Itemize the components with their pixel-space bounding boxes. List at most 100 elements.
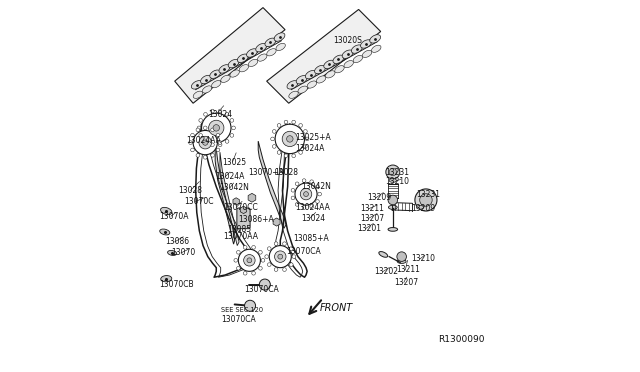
Circle shape [310,205,314,208]
Ellipse shape [191,81,202,89]
Circle shape [244,254,255,266]
Text: 13209: 13209 [367,193,391,202]
Circle shape [284,120,288,124]
Circle shape [389,169,397,176]
Circle shape [211,128,214,132]
Circle shape [292,120,296,124]
Ellipse shape [257,54,267,61]
Ellipse shape [221,75,230,83]
Ellipse shape [274,33,285,41]
Circle shape [277,124,281,127]
Ellipse shape [210,70,221,78]
Ellipse shape [397,259,406,263]
Polygon shape [273,218,280,226]
Circle shape [191,134,195,137]
Circle shape [291,189,295,192]
Ellipse shape [289,91,298,98]
Circle shape [209,120,224,135]
Circle shape [259,279,270,290]
Ellipse shape [379,251,388,257]
Text: SEE SEC.120: SEE SEC.120 [221,307,264,313]
Circle shape [316,185,319,189]
Circle shape [204,126,207,130]
Circle shape [397,252,406,262]
Text: 13209: 13209 [412,204,435,213]
Ellipse shape [417,205,424,209]
Ellipse shape [256,44,266,52]
Ellipse shape [333,55,344,64]
Circle shape [283,268,286,272]
Circle shape [289,263,293,266]
Circle shape [232,126,236,130]
Text: 13202: 13202 [374,267,399,276]
Circle shape [204,112,207,116]
Ellipse shape [353,55,363,62]
Ellipse shape [307,81,317,88]
Ellipse shape [360,40,371,48]
Text: 13028: 13028 [179,186,202,195]
Text: 13070CA: 13070CA [221,315,256,324]
Ellipse shape [344,61,353,68]
Text: 13070CA: 13070CA [244,285,279,294]
Circle shape [211,154,214,157]
Circle shape [191,148,195,152]
Circle shape [199,134,202,137]
Circle shape [271,137,275,141]
Ellipse shape [239,65,248,72]
Text: 13201: 13201 [358,224,381,233]
Circle shape [274,242,278,246]
Circle shape [204,140,207,143]
Polygon shape [215,140,235,244]
Polygon shape [240,206,246,214]
Circle shape [259,250,262,254]
Polygon shape [267,9,381,103]
Text: 13024AA: 13024AA [295,203,330,212]
Text: 13024: 13024 [208,110,232,119]
Circle shape [282,131,298,147]
Ellipse shape [351,45,362,53]
Text: 13024A: 13024A [295,144,324,153]
Polygon shape [175,7,285,103]
Text: 13085: 13085 [227,225,252,234]
Ellipse shape [389,179,397,182]
Text: 13024AA: 13024AA [186,135,221,144]
Circle shape [196,128,200,132]
Circle shape [318,192,321,196]
Ellipse shape [388,228,397,231]
Ellipse shape [335,65,344,73]
Ellipse shape [342,50,353,58]
Circle shape [292,154,296,158]
Text: 13070CB: 13070CB [159,280,193,289]
Ellipse shape [228,60,239,68]
Circle shape [388,195,397,205]
Text: 13070C: 13070C [184,197,214,206]
Circle shape [415,189,437,211]
Circle shape [252,246,255,249]
Circle shape [273,129,276,133]
Circle shape [204,155,207,159]
Circle shape [283,242,286,246]
Circle shape [237,266,240,270]
Circle shape [243,272,247,275]
Polygon shape [248,193,256,202]
Polygon shape [220,152,239,246]
Ellipse shape [237,54,248,62]
Ellipse shape [230,70,239,77]
Text: 13085+A: 13085+A [294,234,329,243]
Circle shape [295,182,299,186]
Ellipse shape [362,50,372,58]
Circle shape [230,119,234,122]
Text: 13070CC: 13070CC [223,203,259,212]
Text: 13042N: 13042N [301,182,331,191]
Ellipse shape [161,207,172,215]
Text: 13070CA: 13070CA [286,247,321,256]
Circle shape [197,126,201,130]
Circle shape [268,263,271,266]
Circle shape [420,194,432,206]
Ellipse shape [276,43,285,51]
Ellipse shape [287,81,298,89]
Ellipse shape [248,59,258,67]
Circle shape [316,200,319,203]
Text: 13024: 13024 [301,214,325,223]
Circle shape [261,259,265,262]
